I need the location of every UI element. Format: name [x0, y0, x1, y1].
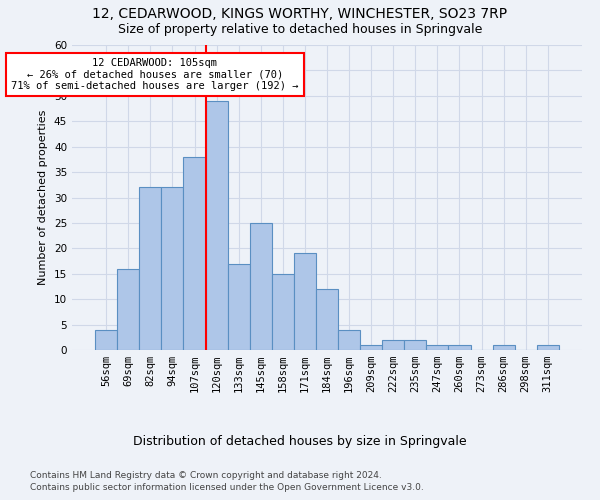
Bar — [139, 188, 161, 350]
Y-axis label: Number of detached properties: Number of detached properties — [38, 110, 49, 285]
Bar — [316, 289, 338, 350]
Bar — [448, 345, 470, 350]
Bar — [206, 101, 227, 350]
Text: Distribution of detached houses by size in Springvale: Distribution of detached houses by size … — [133, 435, 467, 448]
Bar — [117, 268, 139, 350]
Bar — [427, 345, 448, 350]
Text: 12 CEDARWOOD: 105sqm
← 26% of detached houses are smaller (70)
71% of semi-detac: 12 CEDARWOOD: 105sqm ← 26% of detached h… — [11, 58, 299, 91]
Bar — [338, 330, 360, 350]
Bar — [250, 223, 272, 350]
Bar — [493, 345, 515, 350]
Bar — [95, 330, 117, 350]
Bar — [294, 254, 316, 350]
Text: Contains public sector information licensed under the Open Government Licence v3: Contains public sector information licen… — [30, 484, 424, 492]
Text: Contains HM Land Registry data © Crown copyright and database right 2024.: Contains HM Land Registry data © Crown c… — [30, 471, 382, 480]
Bar — [272, 274, 294, 350]
Bar — [382, 340, 404, 350]
Bar — [537, 345, 559, 350]
Bar — [184, 157, 206, 350]
Bar — [227, 264, 250, 350]
Bar — [404, 340, 427, 350]
Text: Size of property relative to detached houses in Springvale: Size of property relative to detached ho… — [118, 22, 482, 36]
Bar — [360, 345, 382, 350]
Bar — [161, 188, 184, 350]
Text: 12, CEDARWOOD, KINGS WORTHY, WINCHESTER, SO23 7RP: 12, CEDARWOOD, KINGS WORTHY, WINCHESTER,… — [92, 8, 508, 22]
